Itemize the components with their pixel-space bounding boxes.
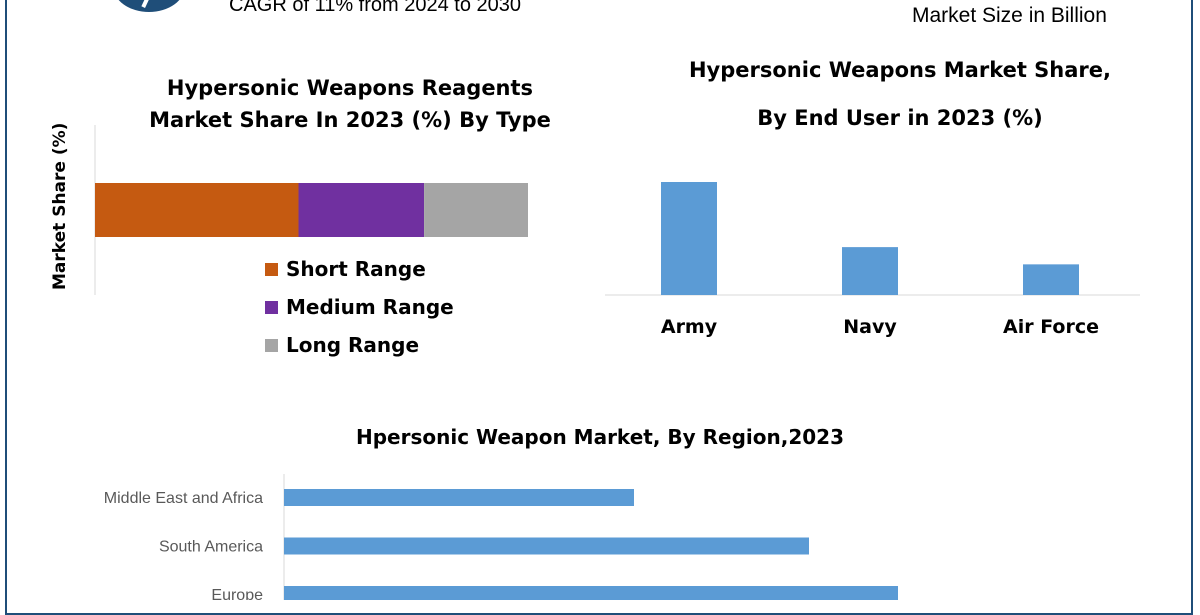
region-chart-title: Hpersonic Weapon Market, By Region,2023: [355, 425, 845, 449]
region-label-0: Middle East and Africa: [104, 490, 263, 507]
stacked-segment-2: [424, 183, 528, 237]
enduser-label-0: Army: [661, 316, 718, 338]
enduser-label-2: Air Force: [1003, 316, 1099, 338]
stacked-segment-1: [298, 183, 425, 237]
region-label-1: South America: [159, 539, 263, 556]
legend-label-1: Medium Range: [286, 295, 454, 319]
enduser-chart-title-2: By End User in 2023 (%): [757, 106, 1043, 130]
type-chart-title-2: Market Share In 2023 (%) By Type: [149, 108, 551, 132]
legend-label-2: Long Range: [286, 333, 419, 357]
cagr-text: CAGR of 11% from 2024 to 2030: [229, 0, 522, 16]
legend-swatch-1: [265, 301, 278, 314]
legend-label-0: Short Range: [286, 257, 426, 281]
region-bar-2: [284, 586, 898, 600]
type-chart-title-1: Hypersonic Weapons Reagents: [166, 76, 534, 100]
enduser-chart-title-1: Hypersonic Weapons Market Share,: [688, 58, 1112, 82]
enduser-label-1: Navy: [843, 316, 897, 338]
region-label-2: Europe: [211, 587, 263, 600]
stacked-segment-0: [95, 183, 299, 237]
enduser-bar-0: [661, 182, 717, 295]
legend-swatch-2: [265, 339, 278, 352]
charts-canvas: Short Range Medium Range Long Range Army Nav…: [94, 125, 1140, 600]
enduser-bar-1: [842, 247, 898, 295]
legend-swatch-0: [265, 263, 278, 276]
enduser-bar-2: [1023, 264, 1079, 295]
region-bar-0: [284, 489, 634, 506]
region-bar-1: [284, 537, 809, 555]
market-size-label: Market Size in Billion: [912, 4, 1107, 27]
